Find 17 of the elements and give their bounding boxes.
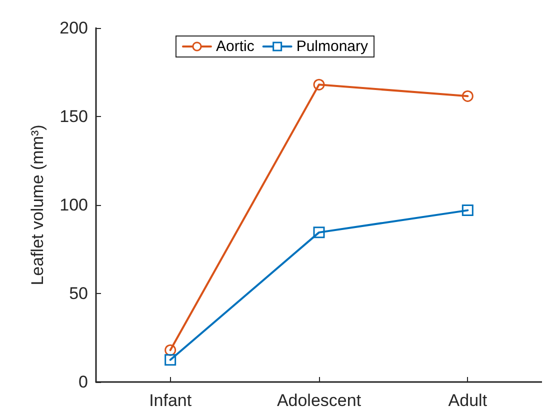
y-tick-label: 100 (60, 196, 88, 214)
y-tick-label: 150 (60, 107, 88, 126)
x-tick-label: Adult (448, 391, 488, 410)
point (462, 90, 474, 102)
point (462, 204, 474, 216)
point (313, 78, 325, 90)
legend-label: Pulmonary (296, 38, 369, 55)
point (313, 226, 325, 238)
x-tick-label: Infant (149, 391, 192, 410)
y-tick-label: 50 (69, 284, 88, 303)
point (164, 344, 176, 356)
x-tick-label: Adolescent (276, 391, 362, 410)
legend-label: Aortic (216, 38, 255, 55)
point (164, 354, 176, 366)
y-tick-label: 200 (60, 18, 88, 38)
y-axis-title: Leaflet volume (mm³) (28, 124, 47, 286)
y-tick-label: 0 (78, 372, 88, 392)
